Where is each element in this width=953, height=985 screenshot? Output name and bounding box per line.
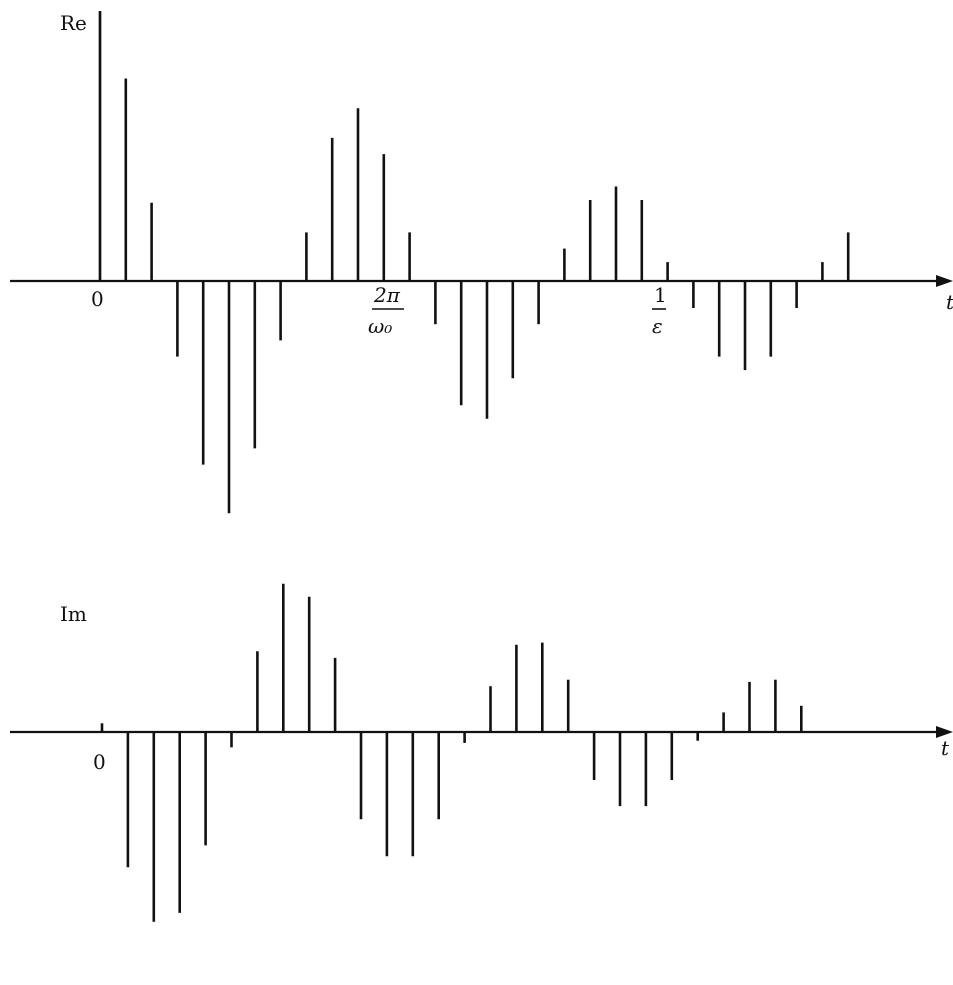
re-x-tick-0: 0 bbox=[91, 287, 104, 311]
re-x-tick-1-eps-denominator: ε bbox=[652, 314, 663, 338]
im-x-label: t bbox=[941, 736, 950, 760]
im-y-label: Im bbox=[60, 602, 87, 626]
im-stems bbox=[100, 583, 803, 922]
re-x-tick-2pi-denominator: ω₀ bbox=[368, 314, 392, 338]
re-x-tick-1-eps-numerator: 1 bbox=[654, 283, 667, 307]
re-x-axis-arrow-icon bbox=[936, 275, 953, 287]
re-stems bbox=[98, 11, 850, 514]
imag-part-plot: Im t 0 bbox=[10, 583, 953, 922]
im-x-tick-0: 0 bbox=[93, 750, 106, 774]
re-y-label: Re bbox=[60, 11, 87, 35]
real-part-plot: Re t 0 2π ω₀ 1 ε bbox=[10, 11, 953, 514]
re-x-tick-2pi-numerator: 2π bbox=[373, 283, 401, 307]
im-x-axis-arrow-icon bbox=[936, 726, 953, 738]
re-x-label: t bbox=[946, 290, 953, 314]
